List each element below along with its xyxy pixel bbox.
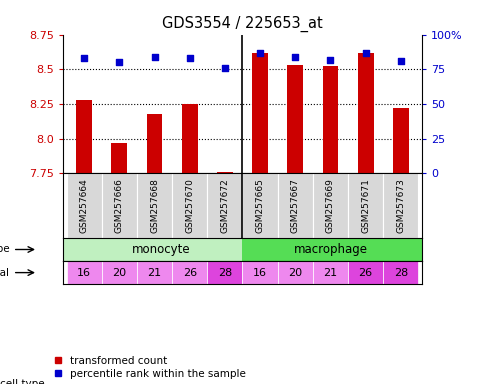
Bar bbox=[111, 143, 127, 173]
Text: 21: 21 bbox=[323, 268, 337, 278]
Point bbox=[221, 65, 228, 71]
Bar bbox=[242, 173, 277, 238]
Text: 21: 21 bbox=[147, 268, 161, 278]
Point bbox=[256, 50, 263, 56]
Text: 20: 20 bbox=[287, 268, 302, 278]
Legend: transformed count, percentile rank within the sample: transformed count, percentile rank withi… bbox=[54, 356, 246, 379]
Text: cell type: cell type bbox=[0, 245, 9, 255]
Text: 26: 26 bbox=[182, 268, 197, 278]
Title: GDS3554 / 225653_at: GDS3554 / 225653_at bbox=[162, 16, 322, 32]
Bar bbox=[63, 238, 242, 261]
Point bbox=[115, 59, 123, 65]
Bar bbox=[136, 261, 172, 284]
Bar bbox=[382, 261, 418, 284]
Text: 28: 28 bbox=[217, 268, 231, 278]
Text: 26: 26 bbox=[358, 268, 372, 278]
Bar bbox=[348, 261, 382, 284]
Bar bbox=[76, 100, 92, 173]
Text: 28: 28 bbox=[393, 268, 407, 278]
Bar bbox=[392, 108, 408, 173]
Bar bbox=[146, 114, 162, 173]
Bar bbox=[287, 65, 302, 173]
Bar bbox=[322, 66, 338, 173]
Text: 16: 16 bbox=[77, 268, 91, 278]
Bar bbox=[277, 261, 312, 284]
Bar bbox=[357, 53, 373, 173]
Bar bbox=[348, 173, 382, 238]
Bar bbox=[252, 53, 268, 173]
Text: individual: individual bbox=[0, 268, 9, 278]
Bar bbox=[102, 261, 136, 284]
Text: GSM257665: GSM257665 bbox=[255, 178, 264, 233]
Text: 16: 16 bbox=[253, 268, 267, 278]
Bar bbox=[207, 173, 242, 238]
Text: monocyte: monocyte bbox=[132, 243, 191, 256]
Text: GSM257669: GSM257669 bbox=[325, 178, 334, 233]
Bar bbox=[136, 173, 172, 238]
Bar bbox=[382, 173, 418, 238]
Bar bbox=[172, 173, 207, 238]
Point bbox=[361, 50, 369, 56]
Bar bbox=[312, 173, 348, 238]
Text: GSM257666: GSM257666 bbox=[115, 178, 123, 233]
Bar bbox=[242, 261, 277, 284]
Point bbox=[185, 55, 193, 61]
Text: GSM257664: GSM257664 bbox=[79, 178, 89, 233]
Text: 20: 20 bbox=[112, 268, 126, 278]
Text: GSM257667: GSM257667 bbox=[290, 178, 299, 233]
Bar bbox=[207, 261, 242, 284]
Text: cell type: cell type bbox=[0, 379, 45, 384]
Bar bbox=[66, 173, 102, 238]
Text: GSM257673: GSM257673 bbox=[395, 178, 405, 233]
Point bbox=[326, 56, 333, 63]
Point bbox=[291, 54, 299, 60]
Text: GSM257668: GSM257668 bbox=[150, 178, 159, 233]
Bar bbox=[216, 172, 232, 173]
Text: GSM257670: GSM257670 bbox=[185, 178, 194, 233]
Point bbox=[80, 55, 88, 61]
Text: GSM257672: GSM257672 bbox=[220, 178, 229, 233]
Bar bbox=[312, 261, 348, 284]
Point bbox=[396, 58, 404, 64]
Bar bbox=[172, 261, 207, 284]
Text: GSM257671: GSM257671 bbox=[361, 178, 369, 233]
Bar bbox=[182, 104, 197, 173]
Bar bbox=[277, 173, 312, 238]
Point bbox=[151, 54, 158, 60]
Bar bbox=[242, 238, 421, 261]
Text: macrophage: macrophage bbox=[293, 243, 367, 256]
Bar bbox=[66, 261, 102, 284]
Bar bbox=[102, 173, 136, 238]
